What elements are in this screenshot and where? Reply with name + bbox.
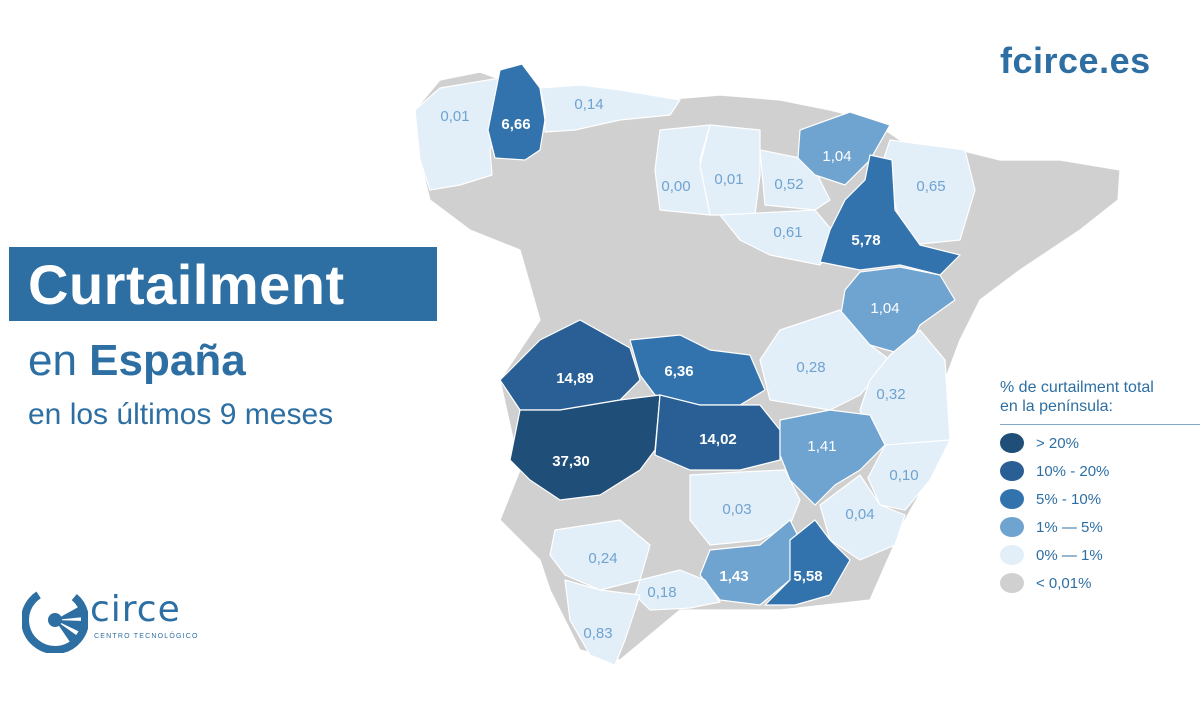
- legend-label: > 20%: [1036, 434, 1079, 452]
- legend-item: 0% — 1%: [1000, 545, 1200, 565]
- region-cadiz: [564, 579, 641, 666]
- value-navarra: 1,04: [822, 148, 851, 165]
- region-soria: [719, 209, 841, 266]
- value-sevilla: 0,24: [588, 550, 617, 567]
- legend-title-line1: % de curtailment total: [1000, 379, 1154, 396]
- legend-swatch-5: [1000, 489, 1024, 509]
- circe-logo: circe CENTRO TECNOLÓGICO: [22, 585, 202, 657]
- region-murcia: [819, 474, 906, 561]
- legend-label: 5% - 10%: [1036, 490, 1102, 508]
- region-a-coruna: [414, 77, 506, 191]
- region-navarra: [797, 111, 891, 186]
- value-lugo: 6,66: [501, 116, 530, 133]
- value-cadiz: 0,83: [583, 625, 612, 642]
- value-almeria: 5,58: [793, 568, 822, 585]
- value-caceres: 14,89: [556, 370, 594, 387]
- page-period: en los últimos 9 meses: [28, 398, 334, 431]
- region-badajoz: [509, 394, 661, 501]
- region-toledo: [629, 334, 766, 406]
- region-cuenca: [759, 309, 891, 411]
- legend-swatch-20: [1000, 433, 1024, 453]
- legend-swatch-1: [1000, 517, 1024, 537]
- page-subtitle: en España: [28, 336, 246, 386]
- legend-label: 0% — 1%: [1036, 546, 1103, 564]
- value-soria: 0,61: [773, 224, 802, 241]
- circe-logo-icon: [22, 587, 88, 653]
- legend-item: 1% — 5%: [1000, 517, 1200, 537]
- legend-swatch-0: [1000, 545, 1024, 565]
- legend-item: < 0,01%: [1000, 573, 1200, 593]
- region-ciudad-real: [654, 394, 781, 471]
- legend-swatch-10: [1000, 461, 1024, 481]
- legend-item: > 20%: [1000, 433, 1200, 453]
- value-la-rioja: 0,01: [714, 171, 743, 188]
- region-asturias: [539, 84, 681, 133]
- value-huesca: 0,65: [916, 178, 945, 195]
- title-banner: [9, 247, 437, 321]
- value-albacete: 1,41: [807, 438, 836, 455]
- region-la-rioja: [699, 124, 761, 216]
- value-ciudad-real: 14,02: [699, 431, 737, 448]
- value-a-coruna: 0,01: [440, 108, 469, 125]
- value-murcia: 0,04: [845, 506, 874, 523]
- legend-divider: [1000, 424, 1200, 425]
- value-granada: 1,43: [719, 568, 748, 585]
- region-lugo: [487, 63, 546, 161]
- site-url[interactable]: fcirce.es: [1000, 40, 1151, 81]
- value-teruel: 1,04: [870, 300, 899, 317]
- region-albacete: [779, 409, 886, 506]
- legend-label: 1% — 5%: [1036, 518, 1103, 536]
- value-malaga: 0,18: [647, 584, 676, 601]
- region-values: 0,01 6,66 0,14 0,00 0,01 0,52 1,04 0,65 …: [440, 96, 945, 642]
- legend-item: 10% - 20%: [1000, 461, 1200, 481]
- legend-label: 10% - 20%: [1036, 462, 1110, 480]
- page-title: Curtailment: [28, 253, 345, 316]
- value-badajoz: 37,30: [552, 453, 590, 470]
- value-burgos: 0,00: [661, 178, 690, 195]
- region-zaragoza: [819, 154, 961, 276]
- legend-item: 5% - 10%: [1000, 489, 1200, 509]
- subtitle-country: España: [89, 336, 246, 385]
- region-sevilla: [549, 519, 651, 591]
- value-valencia: 0,32: [876, 386, 905, 403]
- region-almeria: [764, 519, 851, 606]
- value-asturias: 0,14: [574, 96, 603, 113]
- map-regions: [414, 63, 1121, 666]
- value-alicante: 0,10: [889, 467, 918, 484]
- legend: % de curtailment total en la península: …: [1000, 378, 1200, 593]
- legend-swatch-none: [1000, 573, 1024, 593]
- legend-title-line2: en la península:: [1000, 398, 1113, 415]
- region-alicante: [867, 439, 951, 511]
- value-toledo: 6,36: [664, 363, 693, 380]
- value-navarra-sur: 0,52: [774, 176, 803, 193]
- value-zaragoza: 5,78: [851, 232, 880, 249]
- spain-map: 0,01 6,66 0,14 0,00 0,01 0,52 1,04 0,65 …: [414, 63, 1121, 666]
- value-cuenca: 0,28: [796, 359, 825, 376]
- logo-subtitle: CENTRO TECNOLÓGICO: [94, 633, 199, 640]
- legend-label: < 0,01%: [1036, 574, 1092, 592]
- value-jaen: 0,03: [722, 501, 751, 518]
- subtitle-prefix: en: [28, 336, 90, 385]
- logo-wordmark: circe: [90, 589, 181, 630]
